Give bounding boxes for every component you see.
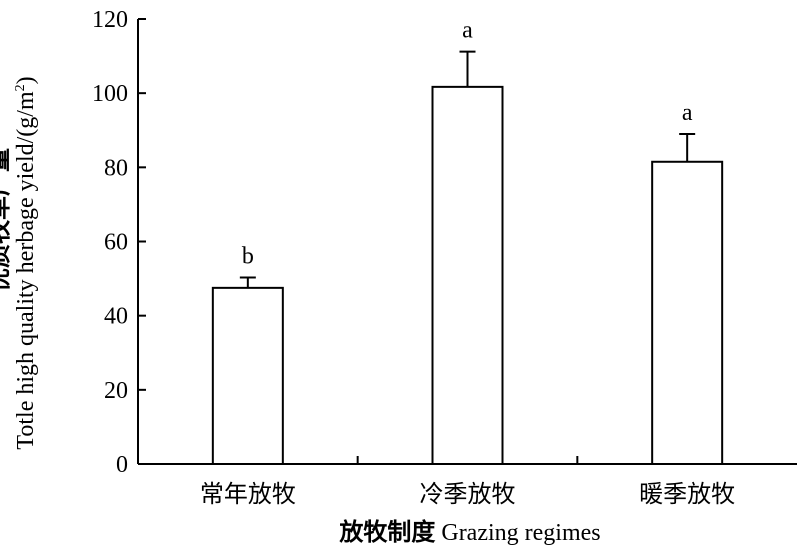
bar	[651, 160, 724, 465]
y-axis-title: Totle high quality herbage yield/(g/m2)	[13, 76, 39, 449]
x-axis-title: 放牧制度 Grazing regimes	[338, 518, 600, 546]
y-tick-label: 100	[92, 81, 128, 107]
y-axis-title-sup: 2	[13, 84, 28, 91]
y-axis-title-end: )	[13, 76, 39, 84]
y-tick-label: 60	[104, 230, 128, 256]
y-tick-label: 0	[116, 452, 128, 478]
x-axis-title-en: Grazing regimes	[435, 520, 600, 546]
significance-label: a	[682, 100, 693, 126]
x-axis-title-cn: 放牧制度	[338, 518, 436, 546]
y-axis-title-cn: 优质牧草产量	[0, 148, 13, 292]
y-axis-title-en: Totle high quality herbage yield/(g/m	[13, 91, 39, 450]
significance-label: b	[242, 243, 254, 269]
y-tick-label: 80	[104, 155, 128, 181]
bar	[211, 286, 284, 465]
x-tick-label: 暖季放牧	[639, 480, 735, 508]
y-tick-label: 20	[104, 378, 128, 404]
significance-label: a	[462, 18, 473, 44]
y-tick-label: 120	[92, 7, 128, 33]
y-tick-label: 40	[104, 304, 128, 330]
bar	[431, 85, 504, 466]
x-tick-label: 常年放牧	[200, 480, 296, 508]
y-axis-title-cn-line: 优质牧草产量	[0, 148, 13, 292]
x-tick-label: 冷季放牧	[420, 480, 516, 508]
bars	[211, 50, 724, 466]
labels: b 常年放牧 a 冷季放牧 a 暖季放牧	[200, 18, 735, 508]
